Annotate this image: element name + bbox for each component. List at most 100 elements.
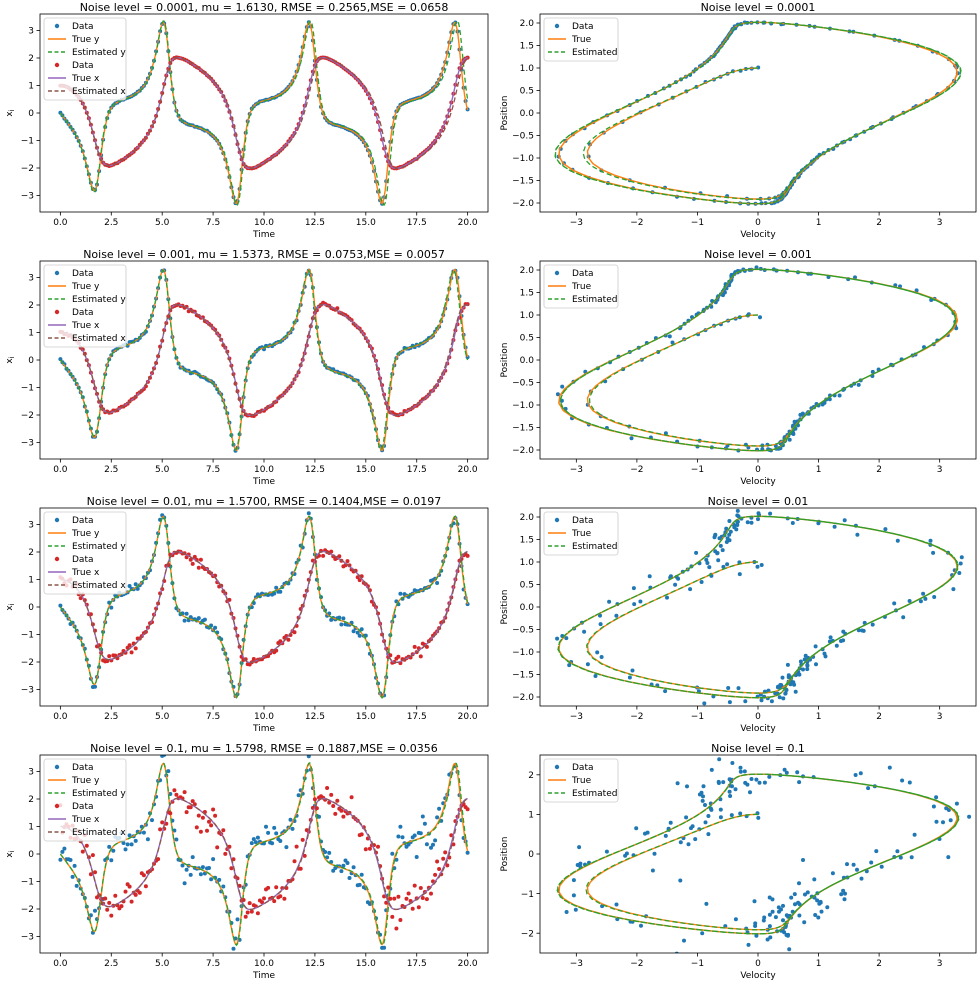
data-point-x bbox=[221, 828, 226, 833]
data-point-y bbox=[351, 865, 356, 870]
plot-area bbox=[554, 20, 962, 206]
data-point bbox=[720, 548, 725, 553]
data-point bbox=[832, 524, 837, 529]
data-point bbox=[729, 813, 734, 818]
data-point bbox=[650, 868, 655, 873]
x-tick-label: 2.5 bbox=[104, 959, 118, 969]
chart-title: Noise level = 0.0001 bbox=[701, 1, 816, 14]
x-tick-label: 3 bbox=[937, 712, 943, 722]
data-point-y bbox=[424, 842, 429, 847]
data-point bbox=[735, 523, 740, 527]
data-point bbox=[791, 680, 796, 685]
data-point bbox=[726, 686, 731, 690]
data-point-y bbox=[235, 917, 240, 922]
y-tick-label: 0 bbox=[28, 109, 34, 119]
data-point bbox=[713, 533, 718, 538]
data-point bbox=[647, 574, 652, 579]
data-point-x bbox=[412, 883, 417, 888]
y-tick-label: 0.0 bbox=[520, 603, 535, 613]
y-tick-label: 0 bbox=[28, 603, 34, 613]
y-tick-label: −1 bbox=[21, 631, 34, 641]
y-tick-label: −1 bbox=[521, 890, 534, 900]
data-point-y bbox=[93, 684, 97, 689]
data-point-x bbox=[384, 900, 389, 905]
data-point bbox=[630, 668, 635, 673]
data-point bbox=[571, 893, 576, 898]
data-point bbox=[733, 787, 738, 792]
data-point bbox=[684, 815, 689, 820]
data-point-y bbox=[180, 863, 185, 868]
y-tick-label: −3 bbox=[21, 192, 34, 202]
y-tick-label: 3 bbox=[28, 768, 34, 778]
x-axis-label: Velocity bbox=[740, 971, 776, 981]
legend-label: True bbox=[571, 529, 592, 539]
data-point bbox=[901, 615, 906, 620]
data-point bbox=[727, 789, 732, 794]
plot-area bbox=[58, 268, 470, 453]
data-point bbox=[702, 701, 707, 706]
legend: Data True Estimated bbox=[543, 17, 619, 62]
y-axis-label: Position bbox=[500, 342, 510, 377]
x-tick-label: 0 bbox=[755, 218, 761, 228]
data-point bbox=[931, 804, 936, 809]
data-point bbox=[801, 667, 805, 672]
data-point-y bbox=[331, 868, 336, 873]
legend-marker bbox=[54, 556, 60, 562]
data-point bbox=[728, 794, 733, 798]
data-point-x bbox=[355, 575, 360, 580]
data-point bbox=[767, 774, 772, 779]
data-point bbox=[957, 571, 962, 575]
data-point-x bbox=[190, 561, 195, 566]
data-point-y bbox=[127, 833, 132, 838]
data-point-y bbox=[306, 511, 311, 516]
data-point bbox=[828, 635, 833, 640]
data-point-y bbox=[345, 861, 350, 865]
data-point-y bbox=[184, 611, 189, 616]
plot-area bbox=[555, 265, 959, 453]
data-point bbox=[781, 918, 785, 923]
data-point-x bbox=[113, 893, 118, 898]
data-point-y bbox=[306, 755, 311, 759]
x-tick-label: 0.0 bbox=[53, 465, 68, 475]
data-point bbox=[853, 275, 857, 280]
data-point-y bbox=[184, 867, 189, 872]
data-point-y bbox=[150, 818, 154, 823]
data-point bbox=[732, 525, 737, 530]
data-point-y bbox=[88, 913, 93, 918]
y-tick-label: 1.0 bbox=[520, 311, 535, 321]
x-axis-label: Velocity bbox=[740, 724, 776, 734]
data-point bbox=[909, 855, 914, 860]
data-point-y bbox=[202, 617, 207, 622]
data-point-y bbox=[290, 826, 295, 831]
data-point bbox=[555, 636, 560, 641]
legend-label: Estimated x bbox=[72, 334, 126, 344]
data-point-y bbox=[422, 821, 427, 826]
legend-label: Estimated x bbox=[72, 581, 126, 591]
data-point bbox=[841, 629, 846, 634]
data-point bbox=[727, 777, 732, 782]
legend-label: Data bbox=[72, 802, 94, 812]
x-tick-label: 15.0 bbox=[356, 712, 376, 722]
data-point bbox=[762, 915, 767, 920]
data-point bbox=[784, 933, 789, 937]
estimated-x-line bbox=[60, 550, 468, 664]
data-point bbox=[790, 521, 795, 525]
data-point bbox=[560, 384, 565, 389]
data-point-x bbox=[196, 813, 201, 818]
data-point bbox=[685, 784, 689, 789]
y-axis-label: Position bbox=[500, 589, 510, 624]
data-point bbox=[701, 794, 705, 799]
data-point bbox=[745, 520, 750, 525]
data-point-x bbox=[160, 820, 165, 825]
data-point-y bbox=[109, 605, 114, 610]
data-point-x bbox=[88, 872, 93, 877]
data-point-x bbox=[357, 578, 362, 583]
data-point-y bbox=[355, 630, 360, 635]
y-tick-label: 2 bbox=[528, 771, 534, 781]
data-point-x bbox=[194, 825, 199, 830]
true-y-line bbox=[59, 515, 469, 699]
y-tick-label: 1 bbox=[28, 576, 34, 586]
data-point bbox=[607, 599, 612, 604]
legend-box bbox=[543, 264, 619, 309]
